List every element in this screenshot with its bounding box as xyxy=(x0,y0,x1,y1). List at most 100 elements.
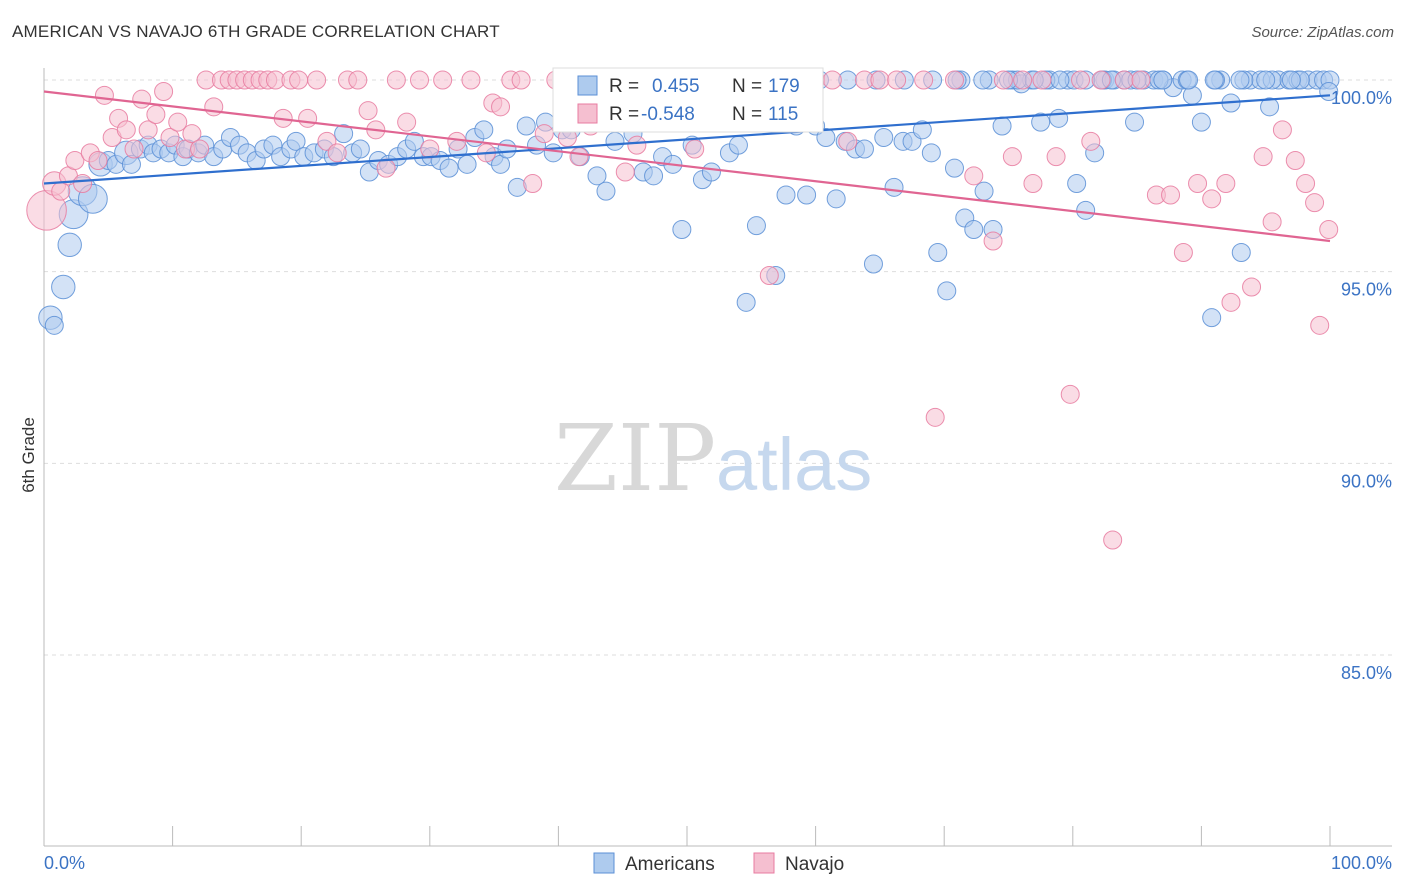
navajo-point xyxy=(420,139,440,159)
americans-point xyxy=(44,315,64,335)
navajo-point xyxy=(1103,530,1123,550)
navajo-point xyxy=(447,131,467,151)
americans-point xyxy=(474,120,494,140)
americans-point xyxy=(497,139,517,159)
navajo-point xyxy=(1013,70,1033,90)
americans-point xyxy=(921,143,941,163)
americans-point xyxy=(457,154,477,174)
stats-americans-r-value: 0.455 xyxy=(652,76,700,97)
americans-point xyxy=(51,274,76,300)
navajo-point xyxy=(685,139,705,159)
navajo-point xyxy=(132,89,152,109)
navajo-point xyxy=(1002,147,1022,167)
navajo-point xyxy=(138,120,158,140)
navajo-trend-line xyxy=(43,90,1331,243)
navajo-point xyxy=(124,139,144,159)
y-tick-labels: 100.0% 95.0% 90.0% 85.0% xyxy=(1331,88,1392,683)
navajo-point xyxy=(1319,220,1339,239)
x-tick-label-left: 0.0% xyxy=(44,853,85,873)
watermark-atlas: atlas xyxy=(716,423,872,506)
navajo-point xyxy=(1071,70,1091,90)
americans-point xyxy=(1281,70,1301,90)
navajo-point xyxy=(1173,243,1193,262)
navajo-point xyxy=(1131,70,1151,90)
navajo-point xyxy=(1242,277,1262,297)
navajo-point xyxy=(925,407,945,427)
trend-lines xyxy=(43,90,1331,243)
navajo-point xyxy=(944,70,964,90)
navajo-point xyxy=(1091,70,1111,90)
navajo-point xyxy=(1262,212,1282,232)
x-tick-label-right: 100.0% xyxy=(1331,853,1392,873)
navajo-point xyxy=(759,266,779,285)
americans-point xyxy=(1049,108,1069,128)
americans-point xyxy=(605,131,625,151)
navajo-point xyxy=(307,70,327,90)
americans-point xyxy=(964,220,984,239)
americans-point xyxy=(644,166,664,186)
navajo-point xyxy=(160,128,180,147)
americans-point xyxy=(404,131,424,151)
stats-box-frame xyxy=(552,67,824,133)
americans-point xyxy=(746,216,766,236)
americans-point xyxy=(57,232,82,258)
stats-americans-n-label: N = xyxy=(732,76,762,97)
navajo-point xyxy=(964,166,984,186)
americans-point xyxy=(728,135,748,155)
americans-point xyxy=(1204,70,1224,90)
americans-point xyxy=(1230,70,1250,90)
navajo-point xyxy=(838,131,858,151)
americans-point xyxy=(286,131,306,151)
navajo-point xyxy=(348,70,368,90)
stats-box: R = 0.455 N = 179 R = -0.548 N = 115 xyxy=(552,67,824,133)
navajo-point xyxy=(461,70,481,90)
americans-point xyxy=(854,139,874,159)
navajo-point xyxy=(1188,174,1208,193)
americans-point xyxy=(912,120,932,140)
americans-point xyxy=(944,158,964,178)
americans-point xyxy=(672,220,692,239)
americans-point xyxy=(863,254,883,274)
americans-point xyxy=(884,177,904,197)
americans-point xyxy=(1076,200,1096,220)
navajo-point xyxy=(376,158,396,178)
legend-swatch-americans xyxy=(593,852,615,874)
navajo-point xyxy=(1221,292,1241,312)
americans-point xyxy=(1179,70,1199,90)
stats-navajo-n-label: N = xyxy=(732,104,762,125)
y-tick-label: 90.0% xyxy=(1341,471,1392,491)
americans-point xyxy=(1202,308,1222,328)
americans-point xyxy=(543,143,563,163)
navajo-point xyxy=(569,147,589,167)
navajo-point xyxy=(523,174,543,193)
navajo-point xyxy=(65,151,85,170)
navajo-point xyxy=(190,139,210,159)
americans-point xyxy=(701,162,721,182)
americans-point xyxy=(1260,97,1280,117)
americans-point xyxy=(350,139,370,159)
y-tick-label: 95.0% xyxy=(1341,280,1392,300)
americans-point xyxy=(1231,243,1251,262)
stats-swatch-navajo xyxy=(577,103,598,124)
americans-point xyxy=(776,185,796,205)
navajo-point xyxy=(1114,70,1134,90)
navajo-point xyxy=(1216,174,1236,193)
source-credit: Source: ZipAtlas.com xyxy=(1251,24,1394,41)
legend-swatch-navajo xyxy=(753,852,775,874)
navajo-point xyxy=(1202,189,1222,209)
americans-trend-line xyxy=(43,94,1331,185)
navajo-point xyxy=(358,101,378,121)
americans-point xyxy=(587,166,607,186)
americans-point xyxy=(874,128,894,147)
navajo-point xyxy=(993,70,1013,90)
navajo-point xyxy=(386,70,406,90)
americans-point xyxy=(334,124,354,144)
x-axis-ticks xyxy=(43,826,1331,846)
stats-navajo-n-value: 115 xyxy=(768,104,798,125)
americans-point xyxy=(816,128,836,147)
americans-point xyxy=(1031,112,1051,132)
navajo-point xyxy=(289,70,309,90)
americans-point xyxy=(1050,70,1070,90)
americans-point xyxy=(797,185,817,205)
navajo-point xyxy=(327,143,347,163)
